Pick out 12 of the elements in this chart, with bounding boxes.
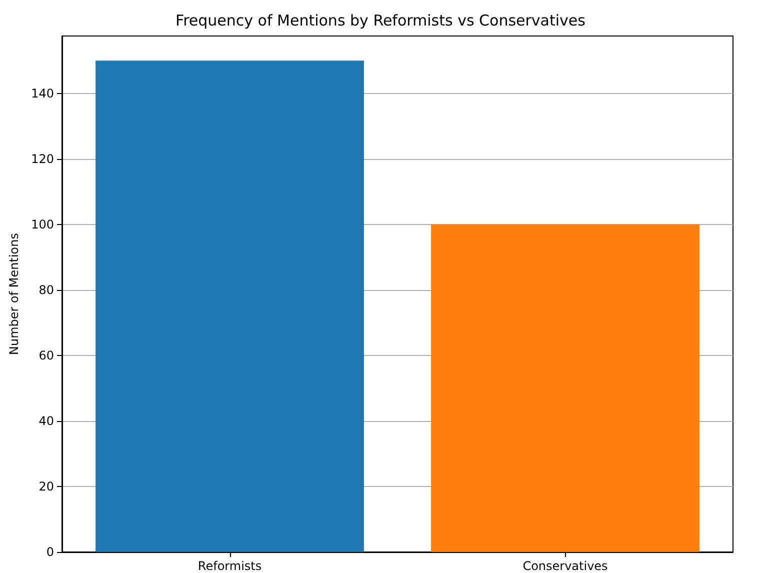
- y-tick-label: 120: [31, 152, 54, 166]
- y-tick-label: 0: [46, 545, 54, 559]
- y-tick-label: 60: [38, 348, 54, 362]
- chart-title: Frequency of Mentions by Reformists vs Conservatives: [176, 12, 586, 30]
- y-tick-label: 40: [38, 414, 54, 428]
- x-tick-label: Reformists: [198, 559, 262, 573]
- y-tick-label: 100: [31, 217, 54, 232]
- y-tick-label: 80: [38, 282, 54, 297]
- x-tick-label: Conservatives: [522, 559, 608, 573]
- y-tick-label: 140: [31, 86, 54, 100]
- y-axis-title: Number of Mentions: [7, 233, 22, 355]
- y-tick-label: 20: [38, 479, 54, 494]
